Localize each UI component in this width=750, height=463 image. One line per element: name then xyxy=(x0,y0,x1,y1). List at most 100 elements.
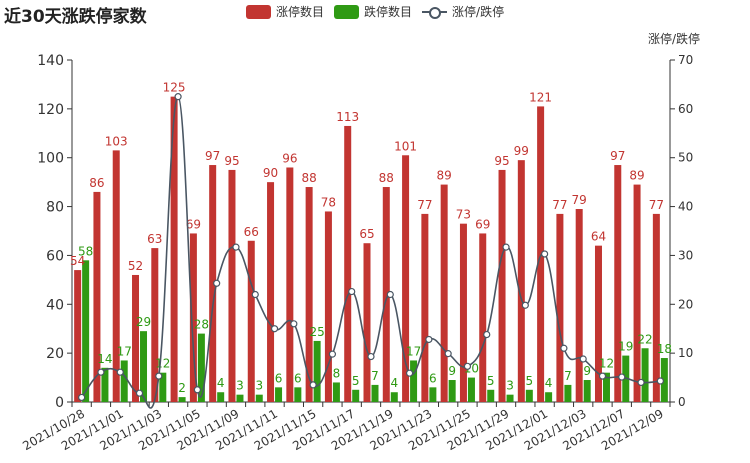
ratio-point xyxy=(290,320,298,328)
bar-limit-up-label: 121 xyxy=(529,90,552,104)
ratio-point xyxy=(251,290,259,299)
bar-limit-down xyxy=(313,340,321,402)
bar-limit-down-label: 6 xyxy=(429,371,437,385)
bar-limit-down xyxy=(140,331,148,402)
ratio-point xyxy=(348,287,356,296)
bar-limit-up xyxy=(228,169,236,402)
bar-limit-down-label: 3 xyxy=(255,379,263,393)
y-left-tick-label: 40 xyxy=(46,297,64,313)
ratio-point xyxy=(618,373,626,381)
bar-limit-down-label: 18 xyxy=(657,342,672,356)
limit-down-swatch-icon xyxy=(334,4,360,19)
bar-limit-up-label: 73 xyxy=(456,208,471,222)
bar-limit-down-label: 9 xyxy=(448,364,456,378)
ratio-line-circle-icon xyxy=(422,5,448,19)
ratio-point xyxy=(502,243,510,251)
ratio-point xyxy=(328,350,337,358)
bar-limit-down-label: 5 xyxy=(487,374,495,388)
bar-limit-down xyxy=(429,387,437,402)
bar-limit-up xyxy=(479,233,487,402)
y-left-tick-label: 120 xyxy=(37,102,64,118)
legend[interactable]: 涨停数目 跌停数目 涨停/跌停 xyxy=(246,3,504,20)
bar-limit-down xyxy=(545,392,553,402)
ratio-point xyxy=(444,350,452,358)
bar-limit-up xyxy=(594,245,602,402)
bar-limit-down-label: 29 xyxy=(136,315,151,329)
y-right-tick-label: 0 xyxy=(678,395,686,409)
bar-limit-down xyxy=(217,392,225,402)
bar-limit-up-label: 65 xyxy=(359,227,374,241)
bar-limit-down-label: 58 xyxy=(78,244,93,258)
y-left-tick-label: 60 xyxy=(46,248,64,264)
ratio-point xyxy=(135,389,144,397)
bar-limit-down-label: 17 xyxy=(406,344,421,358)
y-right-tick-label: 50 xyxy=(678,151,693,165)
bar-limit-down xyxy=(641,348,649,402)
bar-limit-down xyxy=(410,360,418,402)
bar-limit-down-label: 4 xyxy=(545,376,553,390)
bar-limit-up-label: 96 xyxy=(282,151,297,165)
bar-limit-down xyxy=(255,394,263,402)
bar-limit-up xyxy=(344,125,352,402)
bar-limit-up-label: 113 xyxy=(336,110,359,124)
bar-limit-down-label: 6 xyxy=(275,371,283,385)
legend-item-limit-down[interactable]: 跌停数目 xyxy=(334,3,412,20)
bar-limit-down xyxy=(101,367,109,402)
ratio-point xyxy=(637,378,645,387)
bar-limit-down xyxy=(564,384,572,402)
ratio-point xyxy=(232,243,240,251)
bar-limit-down xyxy=(602,372,610,402)
y-left-tick-label: 20 xyxy=(46,346,64,362)
bar-limit-up xyxy=(286,167,294,402)
bar-limit-up-label: 99 xyxy=(514,144,529,158)
bar-limit-up-label: 97 xyxy=(205,149,220,163)
ratio-point xyxy=(193,386,201,394)
bar-limit-down xyxy=(371,384,379,402)
legend-item-ratio[interactable]: 涨停/跌停 xyxy=(422,3,504,20)
bar-limit-down xyxy=(506,394,514,402)
bar-limit-down-label: 28 xyxy=(194,318,209,332)
bar-limit-up xyxy=(209,165,217,402)
bar-limit-down-label: 22 xyxy=(637,332,652,346)
bar-limit-down-label: 5 xyxy=(352,374,360,388)
ratio-point xyxy=(521,301,529,309)
bar-limit-up xyxy=(151,248,159,402)
bar-limit-down xyxy=(583,380,591,402)
bar-limit-up-label: 69 xyxy=(475,217,490,231)
ratio-point xyxy=(174,93,182,101)
bar-limit-up xyxy=(459,223,467,402)
bar-limit-down xyxy=(178,397,186,402)
bar-limit-up xyxy=(112,150,120,402)
bar-limit-up-label: 88 xyxy=(379,171,394,185)
y-right-tick-label: 40 xyxy=(678,200,693,214)
bar-limit-down xyxy=(332,382,340,402)
bar-limit-up xyxy=(556,213,564,402)
y-right-tick-label: 30 xyxy=(678,248,693,262)
ratio-point xyxy=(483,330,491,339)
ratio-point xyxy=(386,290,394,299)
bar-limit-up xyxy=(498,169,506,402)
legend-item-limit-up[interactable]: 涨停数目 xyxy=(246,3,324,20)
bar-limit-down-label: 25 xyxy=(309,325,324,339)
legend-label: 涨停/跌停 xyxy=(452,5,505,19)
bar-limit-down-label: 3 xyxy=(236,379,244,393)
bar-limit-up-label: 77 xyxy=(417,198,432,212)
bar-limit-up-label: 77 xyxy=(649,198,664,212)
ratio-point xyxy=(425,335,433,344)
bar-limit-up xyxy=(575,209,583,402)
bar-limit-down-label: 19 xyxy=(618,340,633,354)
bar-limit-up xyxy=(382,187,390,402)
bar-limit-up xyxy=(189,233,197,402)
bar-limit-down xyxy=(352,389,360,402)
bar-limit-up xyxy=(363,243,371,402)
ratio-point xyxy=(579,355,587,363)
ratio-point xyxy=(270,325,279,333)
bar-limit-up xyxy=(305,187,313,402)
bar-limit-down xyxy=(487,389,495,402)
ratio-point xyxy=(116,368,124,376)
bar-limit-down xyxy=(82,260,90,402)
ratio-point xyxy=(213,279,221,287)
bar-limit-up-label: 101 xyxy=(394,139,417,153)
bar-limit-up-label: 69 xyxy=(186,217,201,231)
